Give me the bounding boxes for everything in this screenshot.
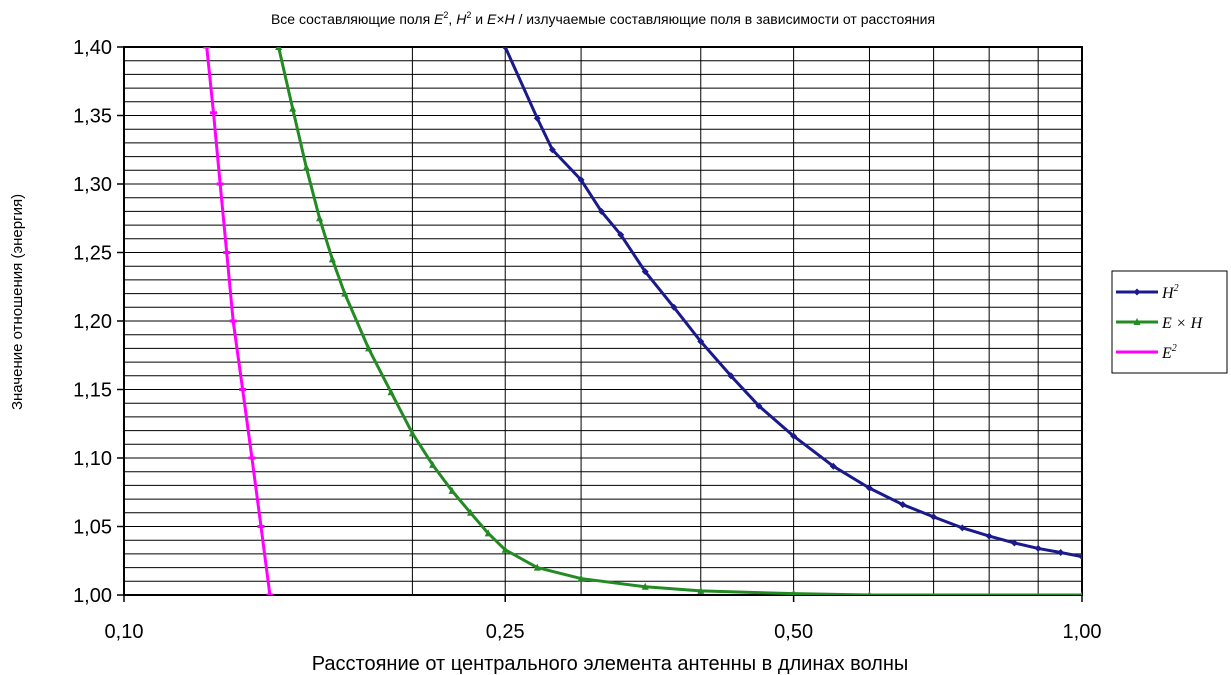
- data-point: [1078, 553, 1082, 561]
- data-point: [1034, 544, 1042, 552]
- y-tick-label: 1,40: [73, 37, 112, 59]
- legend-label: E × H: [1161, 315, 1204, 332]
- tick-labels: 1,00 1,05 1,10 1,15 1,20 1,25 1,30 1,35 1,40 0,10…: [73, 37, 1101, 643]
- data-point: [930, 513, 938, 521]
- y-tick-label: 1,35: [73, 106, 112, 128]
- data-point: [467, 508, 475, 516]
- x-tick-label: 0,50: [774, 621, 813, 643]
- y-tick-label: 1,00: [73, 585, 112, 607]
- data-point: [829, 462, 837, 470]
- data-point: [533, 114, 541, 122]
- y-tick-label: 1,10: [73, 448, 112, 470]
- y-tick-label: 1,15: [73, 380, 112, 402]
- data-point: [577, 176, 585, 184]
- legend-label: H2: [1161, 283, 1179, 302]
- title-term-h-sup: 2: [466, 10, 471, 20]
- x-tick-label: 1,00: [1063, 621, 1102, 643]
- data-point: [387, 388, 395, 396]
- legend: H2 E × H E2: [1111, 270, 1228, 374]
- data-point: [697, 586, 705, 594]
- data-point: [1080, 591, 1082, 595]
- chart-title: Все составляющие поля E2, H2 и E×H / изл…: [271, 10, 935, 27]
- title-sep-1: ,: [448, 11, 456, 27]
- series-eh: [275, 47, 1082, 595]
- data-point: [302, 163, 310, 171]
- data-point: [1133, 318, 1141, 325]
- series-line: [503, 47, 1082, 559]
- title-suffix: / излучаемые составляющие поля в зависим…: [515, 11, 935, 27]
- data-point: [328, 255, 336, 263]
- title-term-e-sup: 2: [443, 10, 448, 20]
- data-point: [865, 484, 873, 492]
- y-axis-label: Значение отношения (энергия): [9, 194, 26, 410]
- data-point: [316, 214, 324, 222]
- data-point: [617, 231, 625, 239]
- x-tick-label: 0,10: [105, 621, 144, 643]
- data-point: [985, 532, 993, 540]
- data-point: [266, 593, 274, 595]
- data-point: [533, 563, 541, 571]
- x-axis-label: Расстояние от центрального элемента анте…: [312, 653, 909, 675]
- data-point: [216, 182, 224, 186]
- data-point: [341, 289, 349, 297]
- data-point: [408, 429, 416, 437]
- data-point: [958, 524, 966, 532]
- title-prefix: Все составляющие поля: [271, 11, 434, 27]
- data-point: [641, 268, 649, 276]
- data-point: [641, 582, 649, 590]
- data-point: [209, 111, 217, 115]
- data-point: [248, 456, 256, 460]
- data-point: [501, 545, 509, 553]
- data-point: [501, 47, 509, 51]
- series-h: [501, 47, 1082, 561]
- data-point: [429, 460, 437, 468]
- y-tick-label: 1,20: [73, 311, 112, 333]
- data-point: [1057, 549, 1065, 557]
- legend-item: E2: [1116, 343, 1177, 362]
- grid: [123, 47, 1083, 595]
- data-point: [229, 319, 237, 323]
- data-point: [899, 501, 907, 509]
- data-point: [577, 574, 585, 582]
- data-point: [867, 591, 872, 595]
- title-term-e: E: [434, 11, 444, 27]
- data-point: [697, 338, 705, 346]
- data-point: [1133, 288, 1141, 296]
- data-point: [790, 589, 797, 595]
- x-tick-label: 0,25: [486, 621, 525, 643]
- y-tick-label: 1,25: [73, 243, 112, 265]
- data-point: [203, 47, 211, 49]
- plot-series: [203, 47, 1082, 595]
- data-point: [275, 47, 283, 50]
- title-sep-2: и: [471, 11, 487, 27]
- data-point: [289, 104, 297, 112]
- data-point: [670, 303, 678, 311]
- legend-item: H2: [1116, 283, 1179, 302]
- data-point: [223, 251, 231, 254]
- data-point: [1010, 539, 1018, 547]
- data-point: [448, 486, 456, 494]
- title-term-h: H: [456, 11, 467, 27]
- data-point: [484, 529, 492, 537]
- y-tick-label: 1,30: [73, 174, 112, 196]
- data-point: [1133, 350, 1141, 354]
- data-point: [239, 388, 247, 391]
- data-point: [548, 146, 556, 154]
- legend-label: E2: [1161, 343, 1177, 362]
- data-point: [597, 207, 605, 215]
- data-point: [790, 432, 798, 440]
- data-point: [727, 372, 735, 380]
- title-term-exh: E×H: [487, 11, 516, 27]
- y-tick-label: 1,05: [73, 517, 112, 539]
- legend-item: E × H: [1116, 315, 1204, 332]
- data-point: [257, 525, 265, 528]
- data-point: [755, 402, 763, 410]
- data-point: [365, 344, 373, 352]
- series-e: [203, 47, 274, 595]
